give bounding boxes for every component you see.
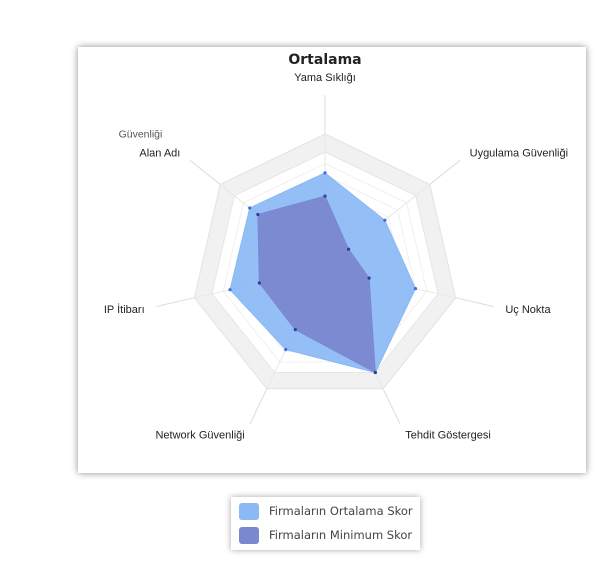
legend: Firmaların Ortalama Skor Firmaların Mini… (231, 497, 420, 550)
data-point (413, 287, 418, 291)
data-point (323, 194, 327, 198)
data-point (346, 247, 351, 251)
data-point (248, 206, 252, 210)
data-point (257, 281, 262, 285)
legend-swatch-average (239, 502, 259, 520)
grid-ring (222, 163, 428, 363)
data-point (228, 288, 232, 292)
legend-label-average: Firmaların Ortalama Skor (269, 504, 413, 518)
axis-line (249, 388, 268, 425)
axis-line (189, 159, 221, 185)
radar-chart: Yama Sıklığı Uygulama Güvenliği Uç Nokta Te… (104, 52, 568, 442)
legend-label-minimum: Firmaların Minimum Skor (269, 528, 413, 542)
data-point (293, 328, 297, 332)
axis-line (382, 388, 401, 425)
chart-title: Ortalama (288, 52, 361, 68)
legend-item-minimum[interactable]: Firmaların Minimum Skor (239, 525, 412, 545)
legend-swatch-minimum (239, 526, 259, 544)
data-point (256, 212, 260, 217)
axis-label: Tehdit Göstergesi (405, 430, 491, 442)
axis-label: Güvenliği (119, 129, 163, 141)
legend-item-average[interactable]: Firmaların Ortalama Skor (239, 501, 413, 521)
data-point (373, 370, 377, 375)
axis-label: Uç Nokta (505, 304, 551, 316)
axis-line (156, 297, 195, 307)
data-point (323, 171, 327, 175)
data-point (383, 218, 387, 222)
axis-label: Uygulama Güvenliği (470, 148, 568, 160)
data-point (367, 276, 371, 280)
series-area-1 (257, 195, 376, 374)
axis-label: Network Güvenliği (155, 430, 244, 442)
axis-label: Yama Sıklığı (294, 72, 356, 84)
data-point (284, 347, 288, 352)
axis-line (455, 297, 494, 307)
axis-label: Alan Adı (139, 148, 180, 160)
axis-label: IP İtibarı (104, 303, 145, 316)
axis-line (429, 159, 461, 185)
chart-panel: Yama Sıklığı Uygulama Güvenliği Uç Nokta Te… (78, 47, 586, 473)
